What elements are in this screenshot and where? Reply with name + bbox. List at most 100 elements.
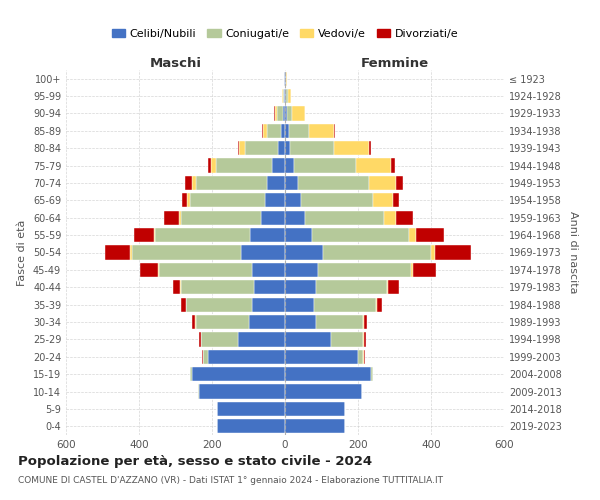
Bar [416,228,444,242]
Bar [202,350,203,364]
Bar [285,193,301,208]
Y-axis label: Anni di nascita: Anni di nascita [568,211,578,294]
Bar [155,228,250,242]
Bar [191,315,195,329]
Bar [289,124,309,138]
Bar [294,158,356,172]
Bar [265,193,285,208]
Bar [285,176,298,190]
Bar [387,280,388,294]
Bar [203,350,208,364]
Bar [196,315,248,329]
Bar [413,263,436,277]
Bar [215,158,272,172]
Bar [285,263,318,277]
Bar [140,263,158,277]
Bar [292,106,305,120]
Bar [285,384,362,398]
Bar [277,106,283,120]
Bar [180,280,181,294]
Bar [285,246,323,260]
Bar [285,402,345,416]
Text: Maschi: Maschi [149,57,202,70]
Bar [285,367,371,382]
Bar [196,176,267,190]
Bar [278,141,285,156]
Bar [208,158,211,172]
Bar [409,228,416,242]
Bar [272,158,285,172]
Bar [285,210,305,225]
Bar [392,193,399,208]
Text: Popolazione per età, sesso e stato civile - 2024: Popolazione per età, sesso e stato civil… [18,455,372,468]
Bar [323,246,431,260]
Bar [241,246,285,260]
Bar [248,315,285,329]
Bar [187,298,252,312]
Bar [267,176,285,190]
Bar [285,72,286,86]
Bar [285,332,331,346]
Bar [285,350,358,364]
Bar [397,176,403,190]
Bar [208,350,285,364]
Bar [285,106,287,120]
Bar [192,176,196,190]
Bar [285,315,316,329]
Bar [316,280,387,294]
Bar [331,332,364,346]
Bar [356,158,391,172]
Bar [185,176,192,190]
Bar [134,228,154,242]
Bar [284,72,285,86]
Bar [314,298,376,312]
Bar [431,246,434,260]
Bar [369,176,397,190]
Bar [318,263,411,277]
Bar [154,228,155,242]
Bar [238,141,239,156]
Bar [288,89,291,103]
Bar [211,158,215,172]
Text: Femmine: Femmine [361,57,428,70]
Bar [217,402,285,416]
Bar [179,210,181,225]
Bar [201,332,238,346]
Bar [181,280,254,294]
Bar [159,263,252,277]
Bar [371,367,373,382]
Bar [190,367,192,382]
Bar [254,280,285,294]
Bar [285,298,314,312]
Bar [173,280,180,294]
Bar [334,141,369,156]
Bar [285,89,286,103]
Bar [411,263,413,277]
Bar [434,246,471,260]
Bar [192,367,285,382]
Bar [164,210,179,225]
Bar [181,210,261,225]
Bar [281,124,285,138]
Bar [263,124,267,138]
Bar [182,193,187,208]
Bar [252,298,285,312]
Bar [190,193,265,208]
Bar [309,124,334,138]
Bar [388,280,399,294]
Bar [132,246,241,260]
Bar [250,228,285,242]
Bar [364,332,365,346]
Bar [285,141,290,156]
Bar [217,419,285,434]
Bar [298,176,369,190]
Bar [334,124,335,138]
Bar [283,89,284,103]
Bar [313,228,409,242]
Bar [199,384,285,398]
Bar [158,263,159,277]
Bar [364,315,367,329]
Bar [377,298,382,312]
Bar [316,315,364,329]
Bar [267,124,281,138]
